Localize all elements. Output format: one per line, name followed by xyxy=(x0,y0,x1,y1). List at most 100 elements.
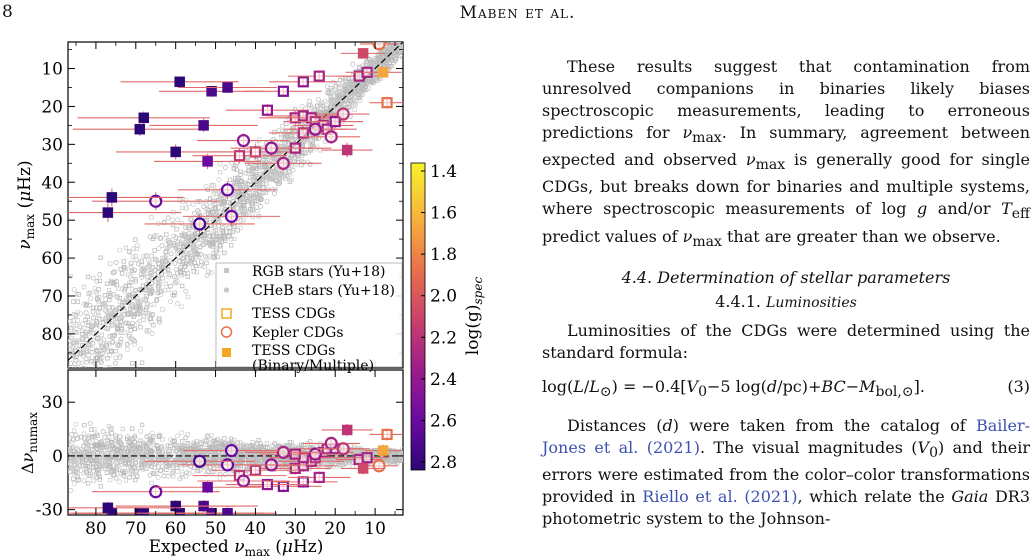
background-star xyxy=(256,178,261,184)
background-star xyxy=(89,427,94,432)
background-star xyxy=(128,469,134,475)
background-star xyxy=(109,349,114,354)
background-star xyxy=(197,237,203,242)
background-star xyxy=(127,443,133,448)
background-star xyxy=(81,366,86,368)
background-star xyxy=(204,440,210,446)
background-star xyxy=(238,185,243,190)
background-star xyxy=(211,444,216,449)
background-star xyxy=(73,421,79,427)
background-star xyxy=(89,325,94,331)
background-star xyxy=(90,346,95,352)
background-star xyxy=(216,218,222,224)
background-star xyxy=(220,225,225,231)
background-star xyxy=(114,320,119,325)
background-star xyxy=(341,95,346,101)
background-star xyxy=(81,284,87,290)
background-star xyxy=(151,442,157,448)
background-star xyxy=(162,287,168,293)
background-star xyxy=(315,97,321,103)
background-star xyxy=(201,228,207,234)
background-star xyxy=(209,239,214,244)
background-star xyxy=(83,303,89,308)
background-star xyxy=(357,66,362,71)
background-star xyxy=(180,261,185,267)
background-star xyxy=(282,137,288,142)
background-star xyxy=(299,103,305,109)
background-star xyxy=(223,441,228,446)
kepler-cdg-point xyxy=(372,42,386,51)
background-star xyxy=(401,33,405,37)
background-star xyxy=(352,107,357,112)
background-star xyxy=(399,35,403,39)
background-star xyxy=(233,457,239,463)
background-star xyxy=(90,448,95,454)
background-star xyxy=(113,348,118,354)
background-star xyxy=(71,287,77,293)
background-star xyxy=(372,65,378,71)
kepler-cdg-point xyxy=(193,217,207,231)
tess-binary-cdg-point xyxy=(222,82,233,93)
background-star xyxy=(131,312,136,317)
background-star xyxy=(120,426,126,432)
background-star xyxy=(255,142,260,147)
background-star xyxy=(348,80,354,86)
background-star xyxy=(125,311,131,316)
background-star xyxy=(246,199,251,204)
background-star xyxy=(199,262,205,268)
background-star xyxy=(276,181,282,187)
background-star xyxy=(143,442,148,447)
kepler-cdg-point xyxy=(264,141,278,155)
background-star xyxy=(144,466,149,472)
background-star xyxy=(74,330,80,335)
background-star xyxy=(129,303,134,308)
background-star xyxy=(193,247,198,252)
background-star xyxy=(163,269,168,274)
background-star xyxy=(156,245,162,251)
background-star xyxy=(140,254,146,260)
background-star xyxy=(174,443,180,448)
background-star xyxy=(238,208,243,213)
background-star xyxy=(137,441,143,447)
background-star xyxy=(179,430,185,436)
background-star xyxy=(219,239,225,244)
background-star xyxy=(130,426,135,431)
background-star xyxy=(132,440,137,445)
background-star xyxy=(115,327,120,333)
background-star xyxy=(343,461,348,467)
background-star xyxy=(208,196,213,201)
background-star xyxy=(388,38,392,42)
background-star xyxy=(203,201,209,207)
background-star xyxy=(102,434,108,440)
background-star xyxy=(121,264,127,270)
background-star xyxy=(157,319,163,325)
background-star xyxy=(72,459,78,464)
background-star xyxy=(190,244,196,250)
background-star xyxy=(140,461,145,467)
background-star xyxy=(121,259,126,264)
background-star xyxy=(222,436,227,441)
background-star xyxy=(85,456,91,462)
background-star xyxy=(107,294,113,300)
background-star xyxy=(130,254,136,259)
background-star xyxy=(139,422,145,428)
background-star xyxy=(203,206,209,212)
background-star xyxy=(143,311,148,316)
background-star xyxy=(106,365,112,368)
kepler-cdg-point xyxy=(308,122,322,136)
background-star xyxy=(217,443,222,448)
background-star xyxy=(157,432,163,438)
tess-cdg-point xyxy=(249,146,262,158)
background-star xyxy=(110,339,116,345)
background-star xyxy=(125,347,131,352)
background-star xyxy=(143,282,149,288)
background-star xyxy=(213,231,219,237)
background-star xyxy=(190,469,196,475)
background-star xyxy=(95,451,100,456)
background-star xyxy=(177,258,182,264)
background-star xyxy=(212,206,217,211)
background-star xyxy=(396,42,400,43)
background-star xyxy=(125,436,130,442)
background-star xyxy=(80,331,85,337)
background-star xyxy=(117,342,123,348)
